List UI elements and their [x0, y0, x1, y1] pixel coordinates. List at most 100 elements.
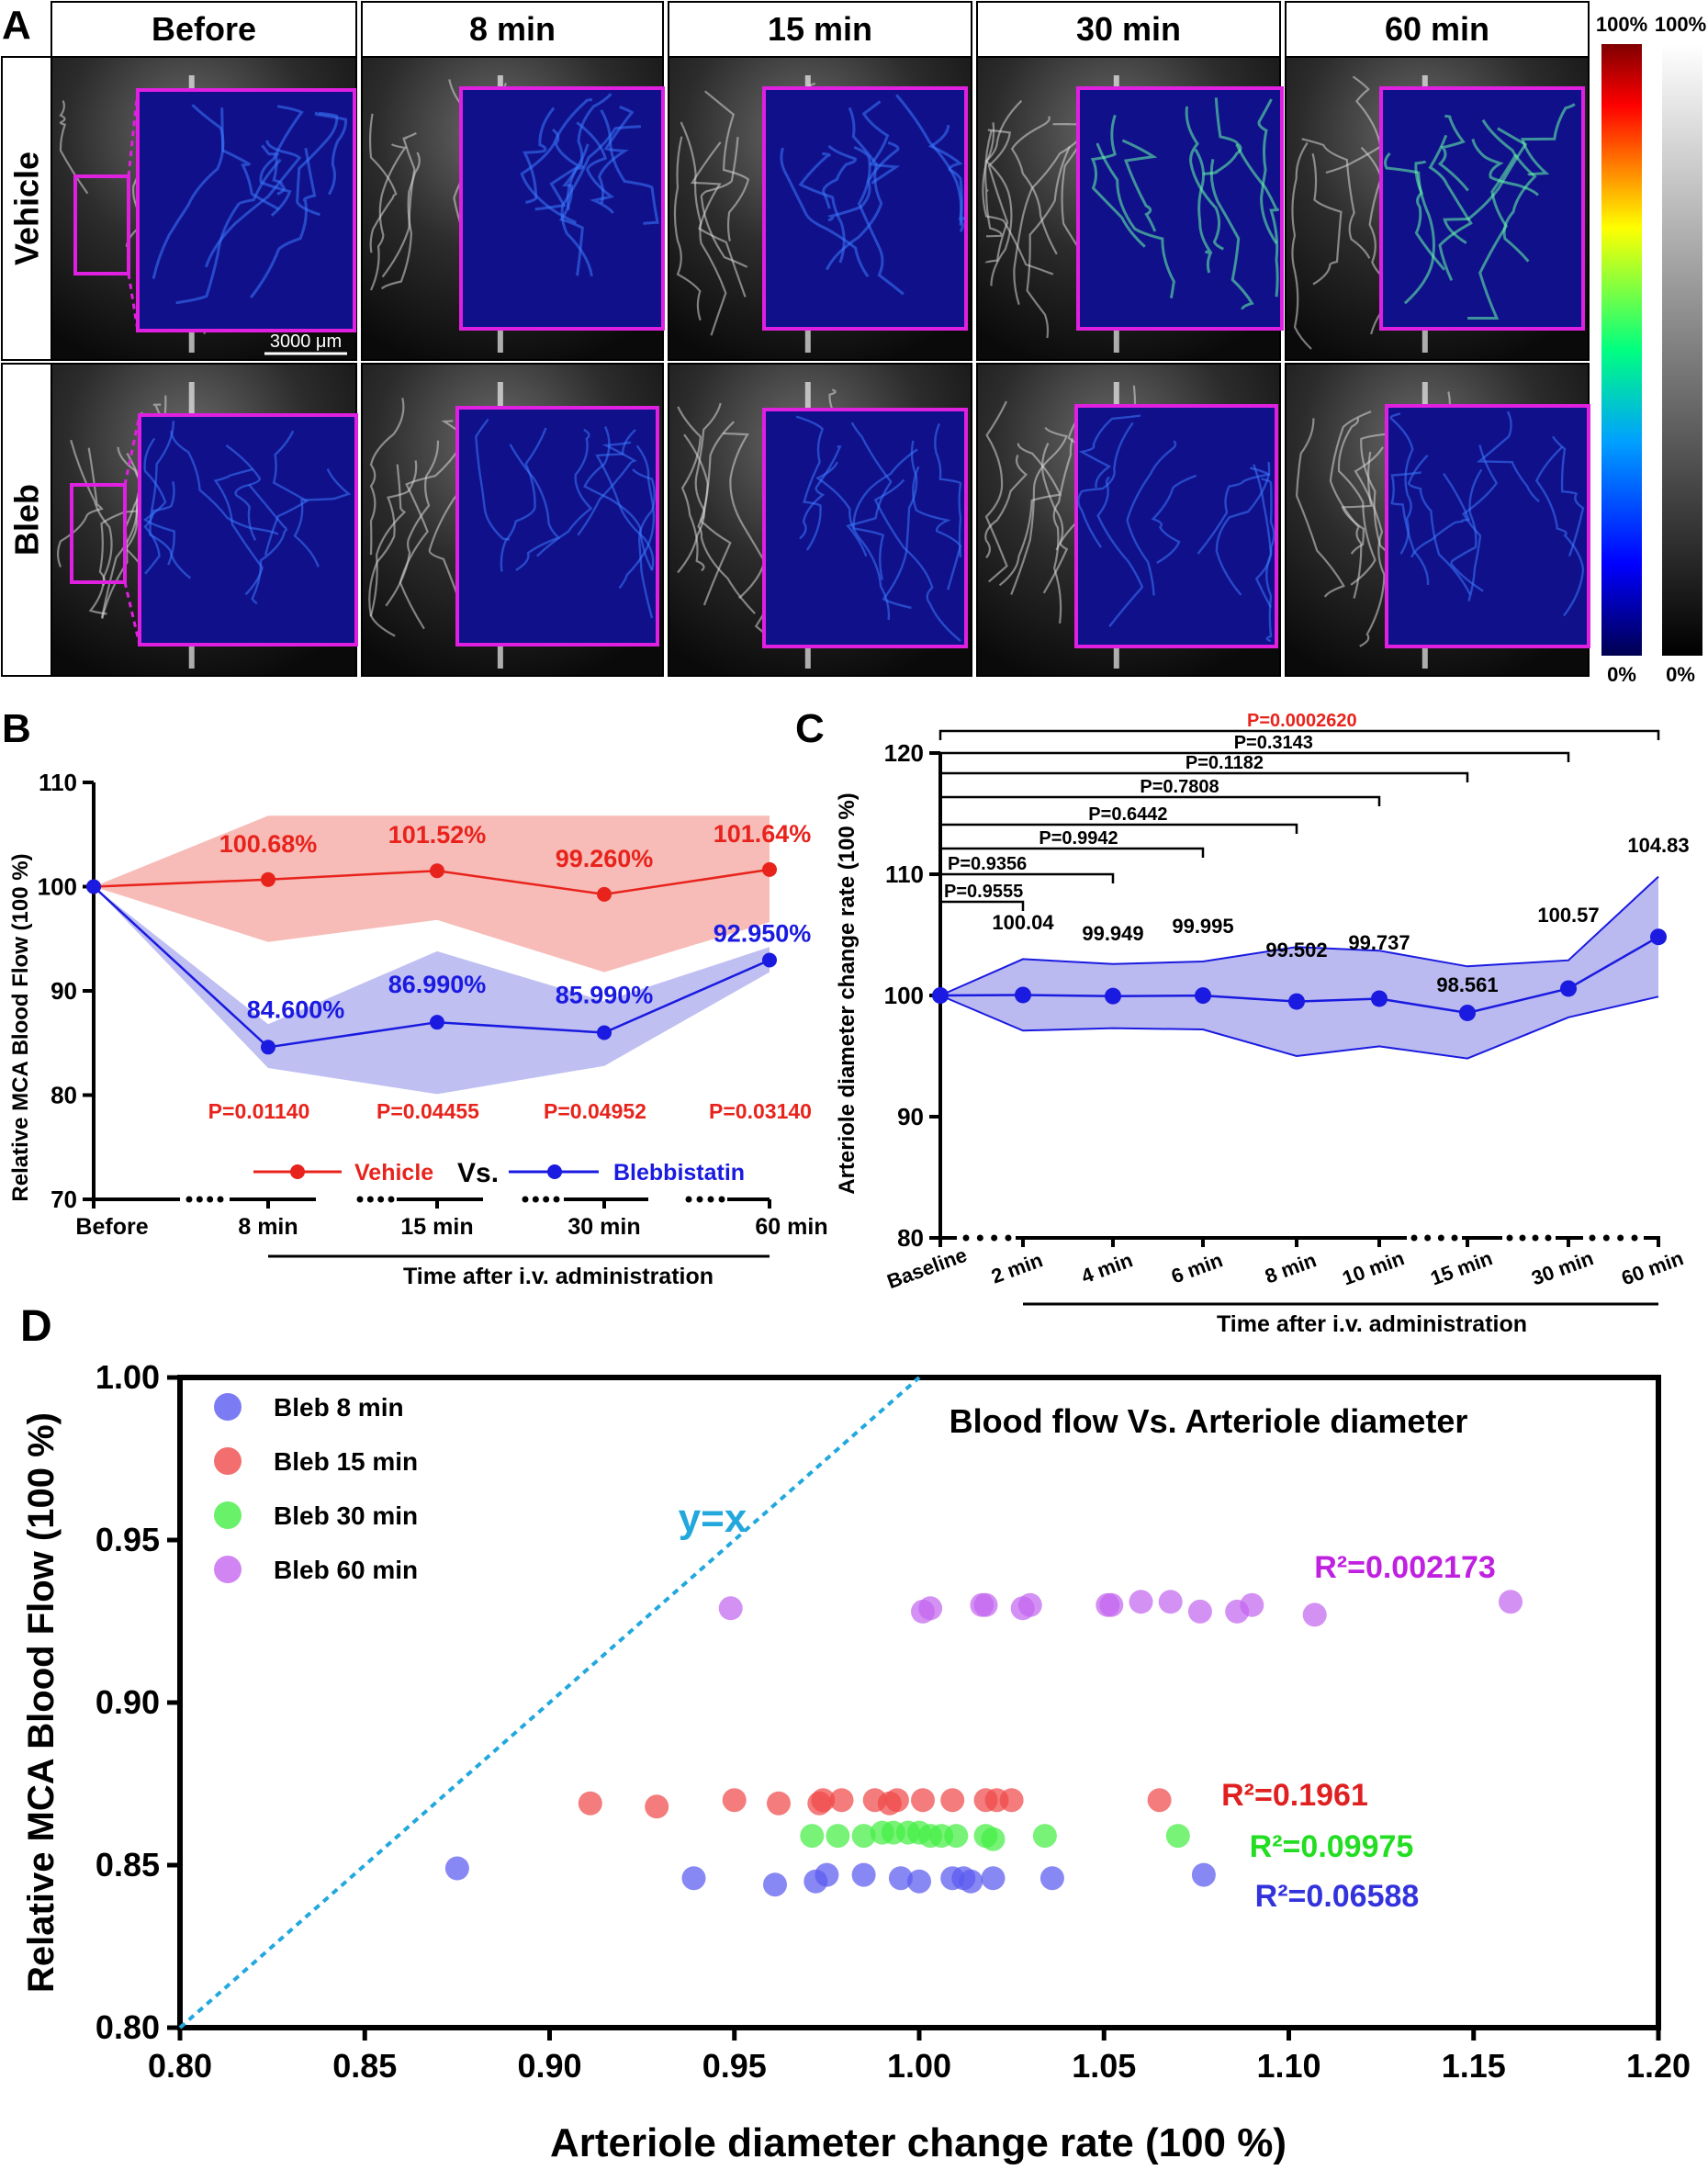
vessel-trace — [700, 137, 748, 268]
x-tick-label: 15 min — [400, 1214, 473, 1240]
roi-box — [70, 483, 127, 584]
scatter-point — [1191, 1862, 1216, 1887]
legend-label: Bleb 30 min — [274, 1501, 418, 1530]
axis-break-dot — [962, 1234, 970, 1242]
legend-label-vehicle: Vehicle — [354, 1160, 433, 1186]
vessel-trace — [296, 111, 339, 217]
legend-marker — [214, 1447, 242, 1475]
significance-bracket — [938, 823, 1298, 834]
scatter-point — [1158, 1590, 1183, 1614]
vessel-trace — [264, 430, 309, 556]
vessel-trace — [500, 427, 547, 572]
vessel-trace — [576, 121, 615, 214]
scatter-point — [722, 1788, 747, 1813]
vessel-trace — [1481, 118, 1537, 263]
band-lower-edge — [939, 995, 1659, 1060]
significance-bracket — [938, 872, 1115, 883]
scatter-point — [981, 1827, 1006, 1851]
vessel-trace — [220, 107, 280, 211]
vessel-trace — [882, 440, 918, 610]
vessel-trace — [1414, 160, 1446, 271]
data-label-vehicle: 99.260% — [556, 845, 654, 872]
scatter-point — [1099, 1592, 1124, 1617]
vessel-trace — [152, 104, 225, 279]
data-label: 100.04 — [992, 911, 1054, 934]
axis-break-dot — [522, 1196, 529, 1203]
flow-map-inset — [138, 413, 358, 647]
flow-map-inset — [762, 86, 968, 331]
data-label: 104.83 — [1627, 834, 1689, 857]
r-squared-label: R²=0.06588 — [1255, 1879, 1420, 1914]
p-value-label: P=0.01140 — [208, 1099, 310, 1123]
scatter-point — [800, 1824, 825, 1849]
column-header-label: Before — [152, 10, 256, 48]
vessel-trace — [213, 467, 264, 596]
vessel-trace — [1407, 455, 1471, 595]
row-header-box — [1, 56, 52, 361]
axis-break-dot — [1545, 1234, 1552, 1242]
vessel-trace — [1010, 116, 1058, 255]
legend-marker-vehicle — [290, 1164, 305, 1179]
vessel-trace — [673, 136, 702, 321]
x-tick-label: 1.10 — [1256, 2047, 1320, 2085]
legend-marker — [214, 1501, 242, 1529]
axis-break-dot — [356, 1196, 364, 1203]
vessel-trace — [250, 148, 317, 299]
vessel-trace — [1215, 467, 1271, 596]
y-tick-label: 0.80 — [96, 2008, 160, 2046]
flow-map-inset — [1074, 404, 1278, 648]
vessel-trace — [826, 107, 883, 271]
axis-break-dot — [991, 1234, 998, 1242]
scatter-point — [918, 1596, 943, 1621]
y-axis-label: Relative MCA Blood Flow (100 %) — [21, 1412, 62, 1993]
column-header-box — [668, 1, 972, 58]
vessel-trace — [369, 398, 405, 556]
data-label-blebbistatin: 84.600% — [247, 995, 345, 1023]
data-label: 99.995 — [1172, 915, 1233, 938]
scatter-point — [1187, 1599, 1212, 1624]
vessel-trace — [984, 129, 1003, 238]
significance-bracket — [938, 847, 1205, 858]
vessel-trace — [577, 441, 637, 536]
vessel-trace — [1443, 127, 1528, 244]
vessel-trace — [509, 444, 561, 571]
chart-title: Blood flow Vs. Arteriole diameter — [950, 1402, 1468, 1440]
panel-label-a: A — [2, 3, 31, 48]
scatter-point — [940, 1788, 965, 1813]
vessel-trace — [704, 90, 750, 242]
axis-break-dot — [707, 1196, 714, 1203]
axis-break-dot — [217, 1196, 224, 1203]
significance-bracket — [938, 900, 1025, 911]
axis-break-dot — [1617, 1234, 1624, 1242]
y-tick-label: 0.95 — [96, 1521, 160, 1558]
vessel-trace — [149, 421, 192, 579]
scatter-point — [944, 1824, 969, 1849]
scatter-point — [578, 1791, 602, 1816]
vessel-trace — [1203, 97, 1242, 175]
vessel-trace — [1185, 106, 1224, 251]
vessel-trace — [1013, 129, 1087, 306]
data-label-vehicle: 101.52% — [388, 821, 487, 849]
scatter-point — [1129, 1590, 1153, 1614]
vessel-trace — [560, 125, 641, 276]
data-point — [1371, 990, 1388, 1007]
vessel-trace — [248, 484, 287, 605]
x-tick-label: 0.90 — [517, 2047, 581, 2085]
vessel-trace — [1551, 435, 1585, 557]
y-axis-label: Relative MCA Blood Flow (100 %) — [8, 853, 33, 1201]
chart-d-scatter: 0.80 0.85 0.90 0.95 1.00 1.05 1.10 1.15 1.20 0.80… — [21, 1358, 1691, 2165]
vessel-trace — [998, 443, 1062, 587]
vessel-trace — [780, 147, 870, 277]
vessel-trace — [984, 99, 1023, 287]
axis-break-dot — [532, 1196, 539, 1203]
legend-vs: Vs. — [457, 1158, 499, 1188]
column-header-box — [361, 1, 664, 58]
vessel-trace — [1077, 422, 1134, 548]
axis-break-dot — [1437, 1234, 1444, 1242]
x-tick-label: 1.00 — [887, 2047, 951, 2085]
column-header-label: 15 min — [768, 10, 872, 48]
vessel-trace — [1390, 471, 1430, 585]
data-point-vehicle — [261, 871, 275, 887]
vessel-trace — [1291, 141, 1312, 350]
legend-label: Bleb 60 min — [274, 1556, 418, 1584]
